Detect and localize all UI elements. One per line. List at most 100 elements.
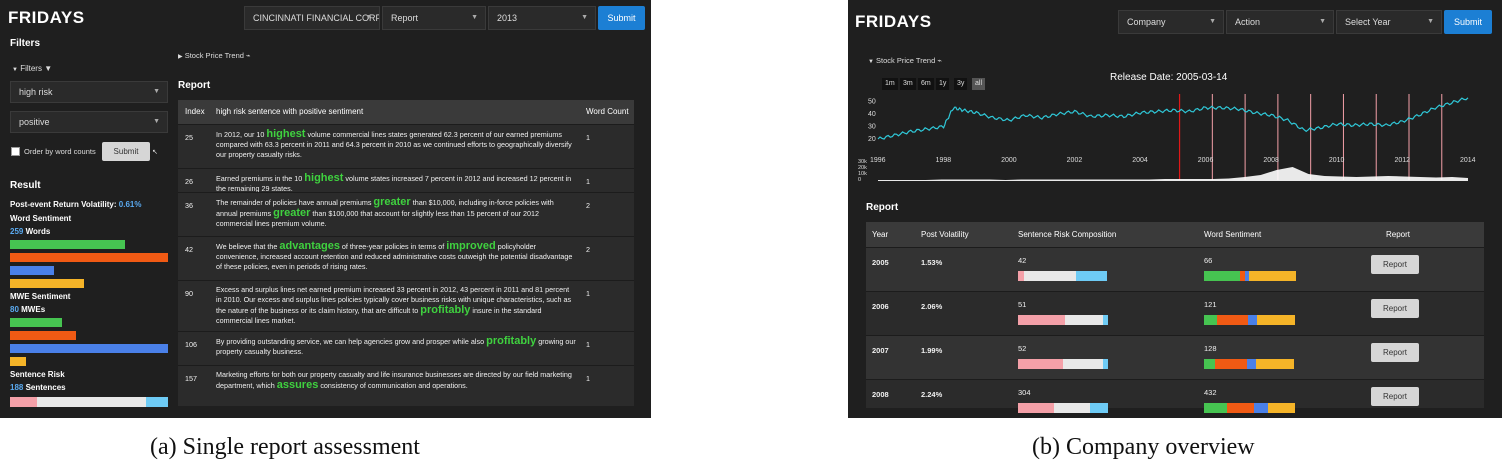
risk-segment [1018, 359, 1063, 369]
mwe-count: 80 [10, 305, 19, 314]
col-report: Report [1386, 230, 1411, 239]
order-by-word-count-checkbox[interactable] [11, 147, 20, 156]
range-button-3y[interactable]: 3y [954, 78, 968, 90]
row-sentence: By providing outstanding service, we can… [216, 336, 576, 357]
y-tick-label: 30 [868, 123, 876, 130]
risk-segment [1063, 359, 1103, 369]
row-sentence: We believe that the advantages of three-… [216, 241, 576, 272]
stock-trend-toggle[interactable]: ▶ Stock Price Trend ⌁ [178, 51, 251, 60]
filters-toggle[interactable]: ▼ Filters ▼ [12, 64, 52, 73]
row-index: 25 [185, 133, 193, 142]
row-index: 90 [185, 289, 193, 298]
view-report-button[interactable]: Report [1371, 255, 1419, 274]
table-row: 36 The remainder of policies have annual … [178, 192, 634, 236]
range-button-all[interactable]: all [972, 78, 986, 90]
row-word-count: 1 [586, 177, 590, 186]
view-report-button[interactable]: Report [1371, 343, 1419, 362]
row-index: 157 [185, 374, 197, 383]
year-select-value: Select Year [1345, 17, 1391, 27]
risk-segment [1018, 315, 1065, 325]
mwe-bar-orange [10, 331, 76, 340]
range-button-6m[interactable]: 6m [918, 78, 934, 90]
y-tick-label: 50 [868, 98, 876, 105]
chevron-down-icon: ▼ [471, 14, 478, 21]
highlight-word: highest [266, 128, 306, 140]
row-index: 42 [185, 245, 193, 254]
row-year: 2008 [872, 390, 889, 399]
table-row: 106 By providing outstanding service, we … [178, 331, 634, 365]
sentiment-segment [1204, 315, 1217, 325]
submit-button[interactable]: Submit [1444, 10, 1492, 34]
view-report-button[interactable]: Report [1371, 387, 1419, 406]
x-tick-label: 2010 [1329, 157, 1345, 164]
row-post-volatility: 1.53% [921, 258, 943, 267]
caret-down-icon: ▼ [12, 67, 18, 73]
y-tick-label: 40 [868, 111, 876, 118]
year-select[interactable]: 2013 ▼ [488, 6, 596, 30]
report-title: Report [178, 80, 211, 91]
sentiment-segment [1215, 359, 1247, 369]
stock-trend-toggle[interactable]: ▼ Stock Price Trend ⌁ [868, 56, 942, 65]
highlight-word: advantages [279, 240, 340, 252]
col-sentence-risk: Sentence Risk Composition [1018, 230, 1117, 239]
chevron-down-icon: ▼ [1209, 18, 1216, 25]
sentence-text: consistency of communication and operati… [318, 381, 468, 390]
filter-submit-button[interactable]: Submit [102, 142, 150, 161]
range-button-1m[interactable]: 1m [882, 78, 898, 90]
caret-down-icon: ▼ [868, 59, 874, 65]
sentiment-segment [1204, 359, 1215, 369]
risk-segment [1024, 271, 1076, 281]
sentence-text: than $100,000 that account for slightly … [216, 209, 539, 228]
sentiment-filter-select[interactable]: positive ▼ [10, 111, 168, 133]
sentence-count-line: 188 Sentences [10, 383, 66, 392]
row-word-count: 1 [586, 289, 590, 298]
sentence-risk-title: Sentence Risk [10, 370, 65, 379]
price-line [877, 97, 1469, 140]
table-row: 25 In 2012, our 10 highest volume commerc… [178, 124, 634, 168]
action-select[interactable]: Action ▼ [1226, 10, 1334, 34]
company-select-value: Company [1127, 17, 1166, 27]
row-index: 36 [185, 201, 193, 210]
row-word-count: 1 [586, 340, 590, 349]
row-word-count: 1 [586, 374, 590, 383]
row-risk-count: 304 [1018, 388, 1031, 397]
risk-segment [1065, 315, 1103, 325]
col-year: Year [872, 230, 889, 239]
view-report-button[interactable]: Report [1371, 299, 1419, 318]
row-index: 26 [185, 177, 193, 186]
sentiment-segment [1217, 315, 1248, 325]
sentiment-segment [1256, 359, 1294, 369]
row-post-volatility: 2.24% [921, 390, 943, 399]
row-risk-count: 51 [1018, 300, 1027, 309]
chevron-down-icon: ▼ [153, 88, 160, 95]
sentence-text: The remainder of policies have annual pr… [216, 198, 374, 207]
row-risk-count: 42 [1018, 256, 1027, 265]
highlight-word: greater [373, 196, 411, 208]
company-overview-panel: FRIDAYS Company ▼ Action ▼ Select Year ▼ Su… [848, 0, 1502, 418]
x-tick-label: 2012 [1394, 157, 1410, 164]
volatility-label: Post-event Return Volatility: [10, 200, 117, 209]
stock-trend-label: Stock Price Trend [184, 51, 244, 60]
word-bar-blue [10, 266, 54, 275]
company-select[interactable]: CINCINNATI FINANCIAL CORP ▼ [244, 6, 380, 30]
volume-tick-label: 20k [858, 165, 867, 171]
year-select[interactable]: Select Year ▼ [1336, 10, 1442, 34]
risk-filter-select[interactable]: high risk ▼ [10, 81, 168, 103]
submit-button[interactable]: Submit [598, 6, 645, 30]
sentence-risk-segment [10, 397, 37, 407]
sentiment-segment [1240, 271, 1245, 281]
caption-a: (a) Single report assessment [150, 434, 420, 460]
mwe-bar-blue [10, 344, 168, 353]
company-select[interactable]: Company ▼ [1118, 10, 1224, 34]
row-word-count: 432 [1204, 388, 1217, 397]
result-title: Result [10, 180, 41, 191]
range-button-3m[interactable]: 3m [900, 78, 916, 90]
risk-segment [1054, 403, 1090, 413]
sentence-text: volume states increased 7 percent in 201… [216, 174, 572, 193]
range-button-1y[interactable]: 1y [936, 78, 950, 90]
caret-right-icon: ▶ [178, 54, 183, 60]
sentiment-segment [1257, 315, 1295, 325]
action-select[interactable]: Report ▼ [382, 6, 486, 30]
sentence-text: volume commercial lines states generated… [216, 130, 572, 159]
risk-segment [1090, 403, 1108, 413]
